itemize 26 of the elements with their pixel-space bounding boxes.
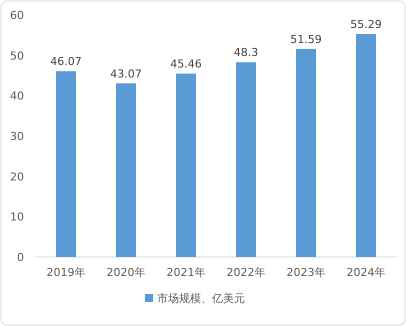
- y-tick-label: 40: [10, 90, 24, 103]
- data-label: 43.07: [110, 67, 142, 80]
- bar: [56, 71, 76, 257]
- bar: [116, 83, 136, 257]
- x-tick-label: 2020年: [106, 266, 146, 279]
- x-tick-label: 2019年: [46, 266, 86, 279]
- x-tick-label: 2023年: [286, 266, 326, 279]
- data-label: 48.3: [234, 46, 258, 60]
- legend-label: 市场规模、亿美元: [157, 292, 245, 305]
- x-tick-label: 2024年: [346, 266, 386, 279]
- y-tick-label: 10: [10, 210, 24, 224]
- y-tick-label: 30: [10, 130, 24, 143]
- x-tick-label: 2021年: [166, 266, 206, 279]
- x-tick-label: 2022年: [226, 266, 266, 279]
- data-label: 45.46: [170, 58, 202, 71]
- data-label: 46.07: [50, 55, 82, 68]
- bar: [176, 74, 196, 257]
- bar: [356, 34, 376, 257]
- y-tick-label: 50: [10, 49, 24, 62]
- bar: [236, 62, 256, 257]
- y-tick-label: 20: [10, 170, 24, 184]
- data-label: 51.59: [290, 32, 322, 46]
- y-tick-label: 0: [17, 251, 24, 264]
- bar: [296, 48, 316, 257]
- data-label: 55.29: [350, 18, 382, 31]
- y-tick-label: 60: [10, 9, 24, 22]
